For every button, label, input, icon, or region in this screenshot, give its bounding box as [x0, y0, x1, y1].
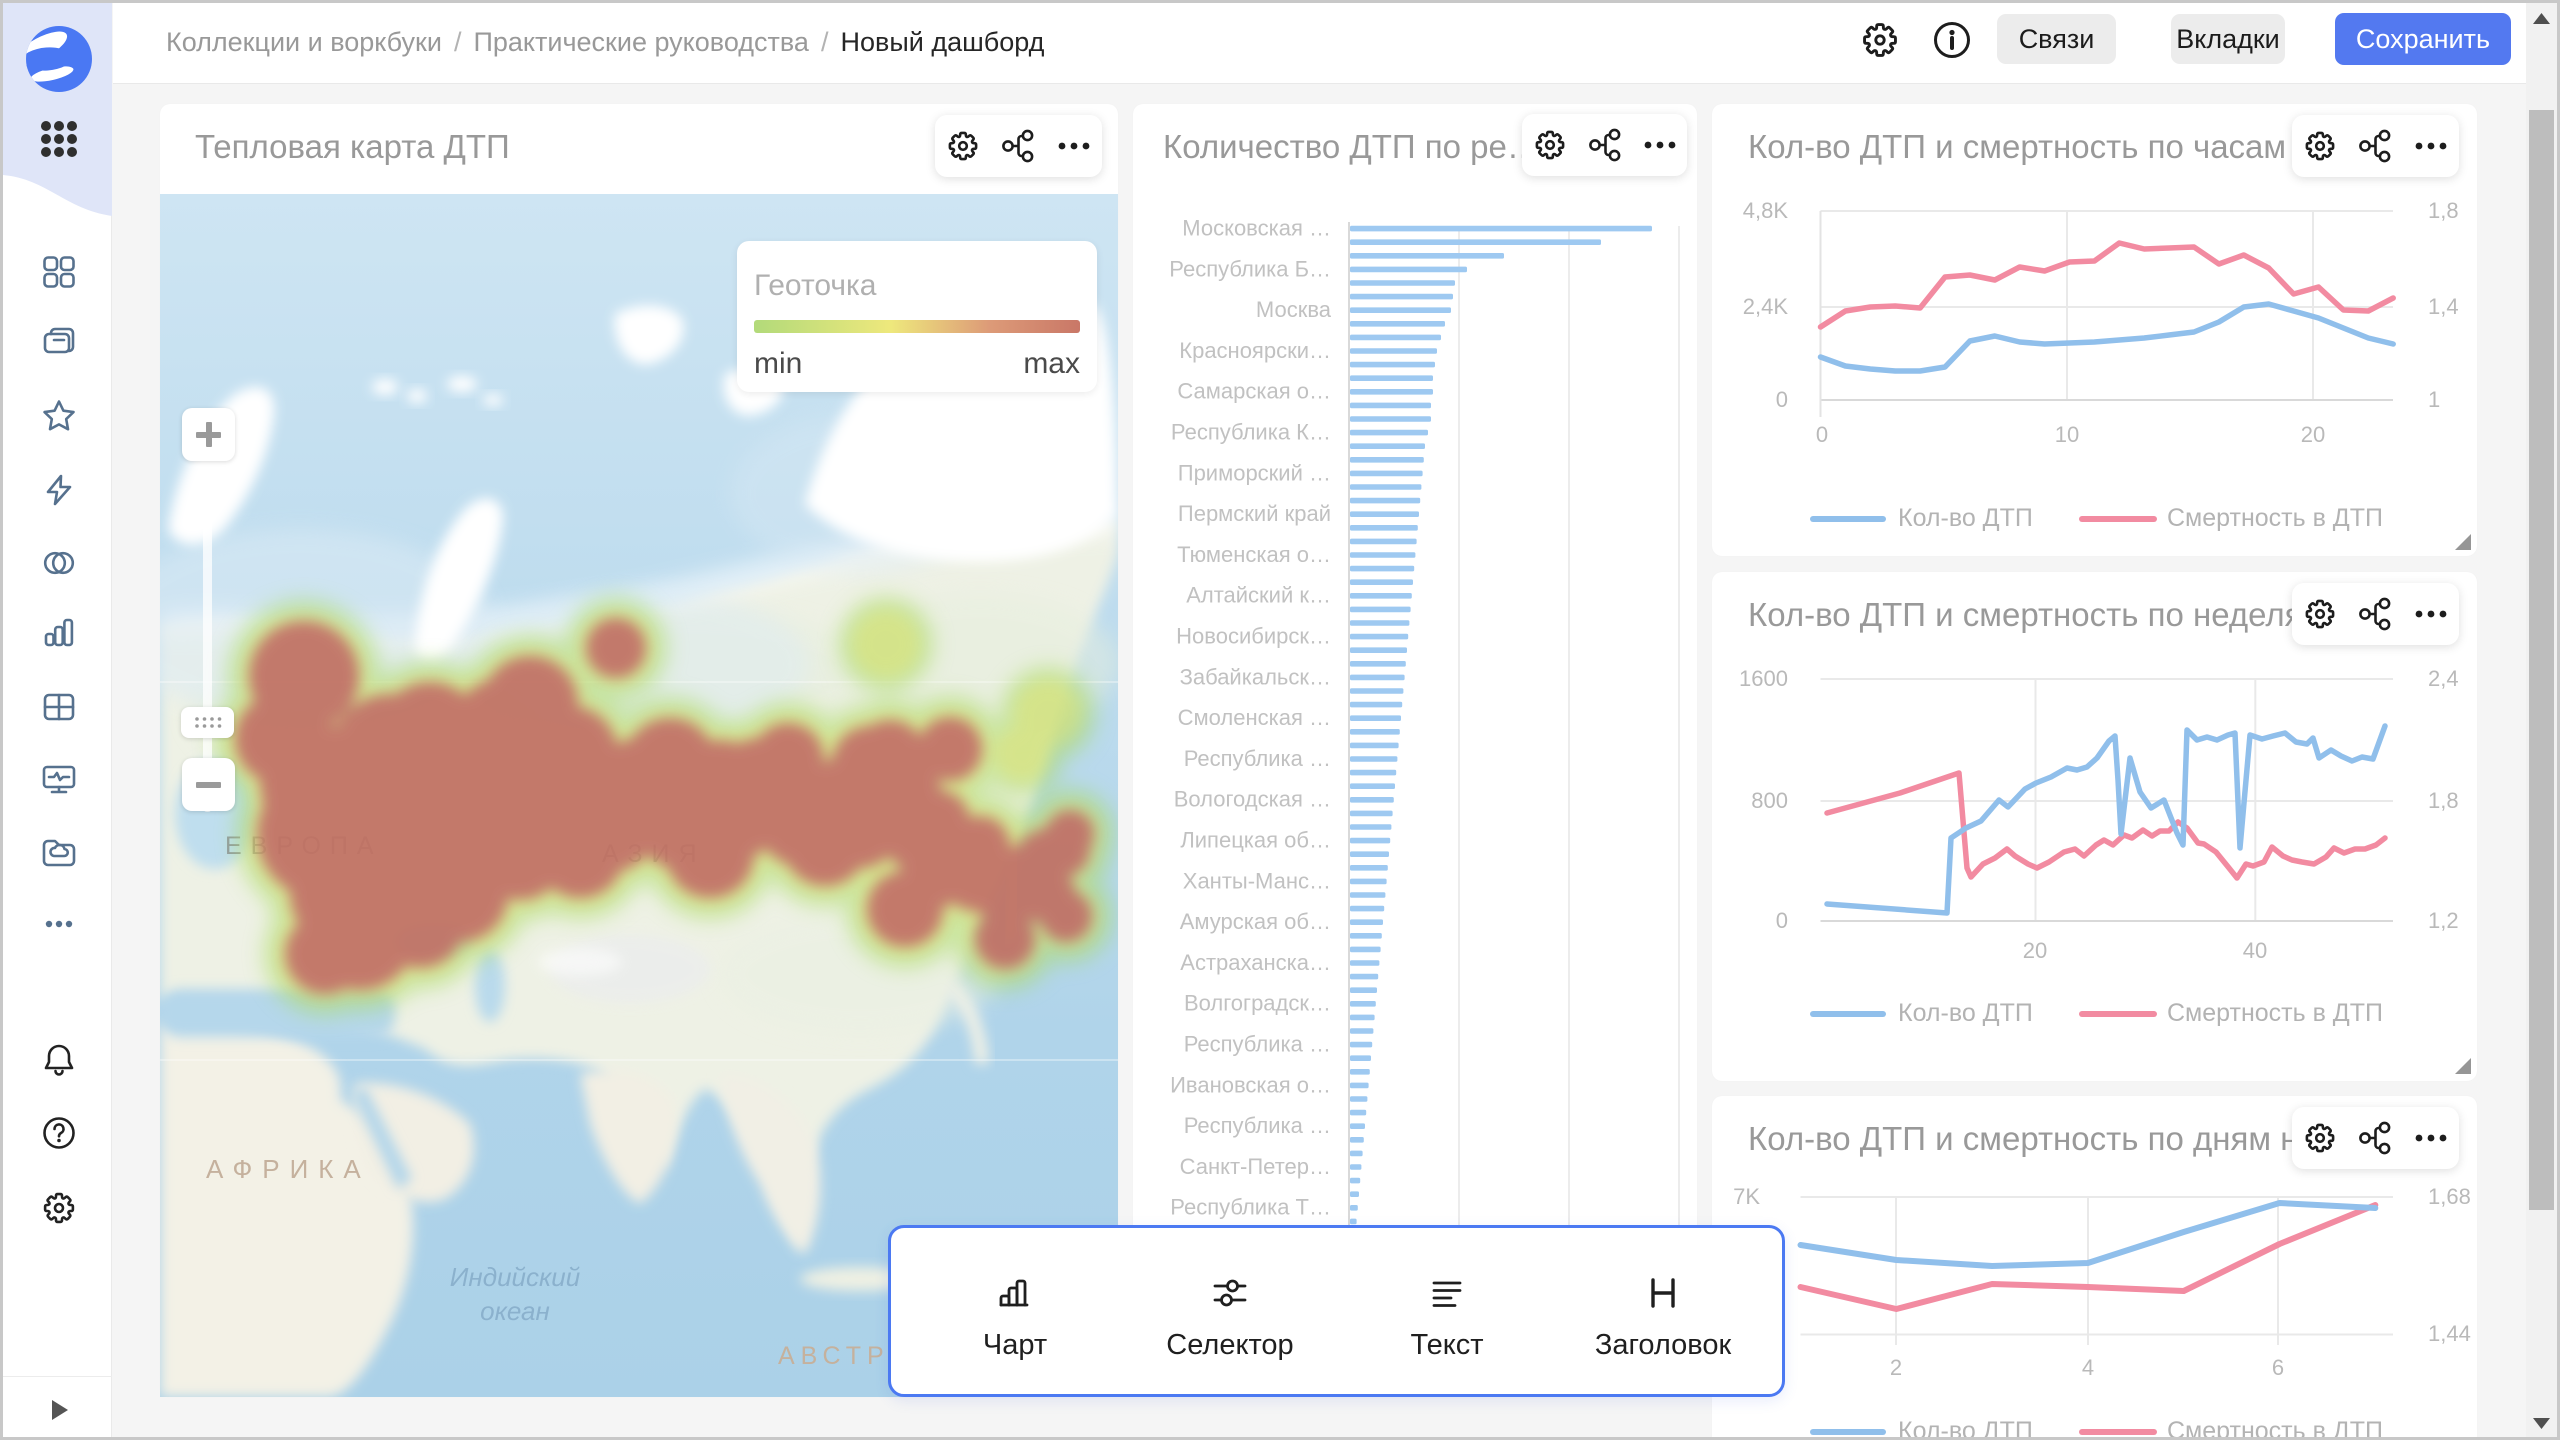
svg-text:Вологодская …: Вологодская … — [1174, 787, 1331, 812]
svg-text:Республика К…: Республика К… — [1171, 420, 1331, 445]
svg-text:Астраханска…: Астраханска… — [1180, 950, 1331, 975]
svg-text:Республика Т…: Республика Т… — [1170, 1195, 1331, 1220]
svg-text:Республика …: Республика … — [1184, 746, 1331, 771]
svg-text:Московская …: Московская … — [1182, 216, 1331, 241]
svg-text:Республика Б…: Республика Б… — [1169, 256, 1331, 281]
svg-text:Республика …: Республика … — [1184, 1113, 1331, 1138]
svg-text:Республика …: Республика … — [1184, 1032, 1331, 1057]
svg-text:Индийский: Индийский — [450, 1262, 580, 1292]
svg-text:Санкт-Петер…: Санкт-Петер… — [1180, 1154, 1331, 1179]
svg-text:Новосибирск…: Новосибирск… — [1176, 624, 1331, 649]
svg-text:АФРИКА: АФРИКА — [206, 1154, 371, 1184]
svg-text:Смоленская …: Смоленская … — [1178, 705, 1331, 730]
svg-text:Волгоградск…: Волгоградск… — [1184, 991, 1331, 1016]
svg-text:Красноярски…: Красноярски… — [1179, 338, 1331, 363]
svg-text:Забайкальск…: Забайкальск… — [1180, 664, 1331, 689]
svg-text:океан: океан — [480, 1296, 550, 1326]
svg-text:Приморский …: Приморский … — [1178, 460, 1331, 485]
svg-text:Липецкая об…: Липецкая об… — [1180, 828, 1331, 853]
svg-text:Москва: Москва — [1256, 297, 1332, 322]
svg-text:Пермский край: Пермский край — [1178, 501, 1331, 526]
svg-text:Алтайский к…: Алтайский к… — [1186, 583, 1331, 608]
svg-text:Самарская о…: Самарская о… — [1177, 379, 1331, 404]
svg-text:Ханты-Манс…: Ханты-Манс… — [1183, 868, 1331, 893]
svg-text:Амурская об…: Амурская об… — [1180, 909, 1331, 934]
svg-text:Тюменская о…: Тюменская о… — [1177, 542, 1331, 567]
svg-text:Ивановская о…: Ивановская о… — [1170, 1072, 1331, 1097]
